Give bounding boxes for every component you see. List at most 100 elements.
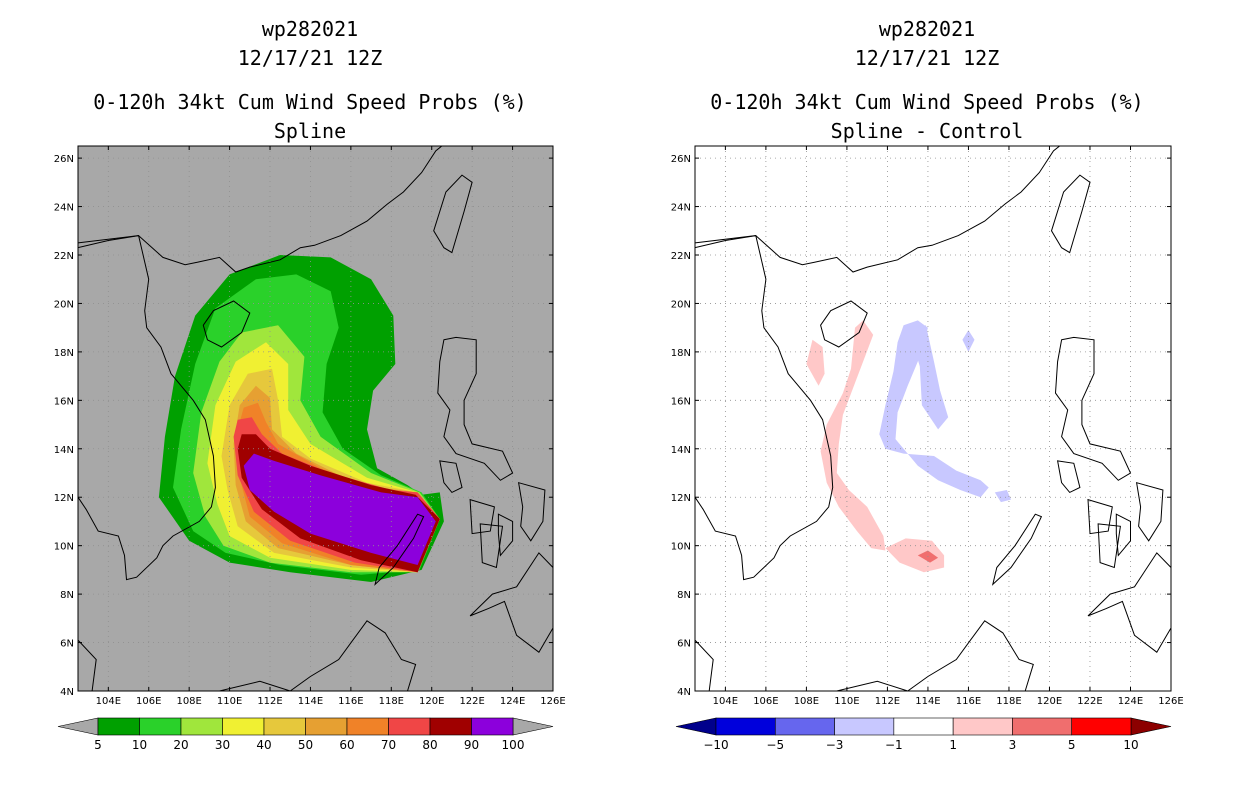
right-x-tick-label-106: 106E: [753, 696, 778, 707]
right-colorbar-label-3: −1: [885, 738, 903, 752]
left-coast-cebu: [497, 513, 514, 557]
right-x-tick-label-116: 116E: [956, 696, 981, 707]
left-map-frame: [77, 145, 554, 692]
right-x-tick-label-108: 108E: [794, 696, 819, 707]
right-contour-1: [806, 339, 825, 386]
right-colorbar-swatch-2: [834, 717, 895, 736]
left-chart-title: 0-120h 34kt Cum Wind Speed Probs (%): [93, 90, 527, 114]
right-y-tick-label-20: 20N: [671, 299, 691, 310]
right-x-tick-label-118: 118E: [996, 696, 1021, 707]
left-colorbar-under-arrow: [57, 717, 99, 736]
left-map-content: [78, 146, 553, 691]
left-colorbar-label-3: 30: [215, 738, 230, 752]
left-x-tick-label-106: 106E: [136, 696, 161, 707]
right-y-tick-label-6: 6N: [677, 639, 691, 650]
right-y-tick-label-22: 22N: [671, 251, 691, 262]
right-colorbar-label-0: −10: [703, 738, 728, 752]
right-coast-taiwan: [1050, 174, 1091, 254]
right-y-tick-label-16: 16N: [671, 396, 691, 407]
right-x-tick-label-112: 112E: [875, 696, 900, 707]
left-colorbar-label-6: 60: [339, 738, 354, 752]
left-chart-subtitle: Spline: [273, 119, 347, 143]
left-x-tick-label-114: 114E: [298, 696, 323, 707]
right-x-tick-label-124: 124E: [1118, 696, 1143, 707]
right-x-tick-label-120: 120E: [1037, 696, 1062, 707]
left-coast-mindanao: [469, 552, 553, 653]
left-coast-vietnam: [78, 235, 216, 581]
left-x-tick-label-108: 108E: [176, 696, 201, 707]
right-colorbar-label-4: 1: [949, 738, 957, 752]
left-coast-samar: [517, 482, 546, 542]
left-colorbar-swatch-0: [97, 717, 140, 736]
left-y-tick-label-8: 8N: [60, 590, 74, 601]
right-y-tick-label-10: 10N: [671, 542, 691, 553]
left-y-tick-label-10: 10N: [54, 542, 74, 553]
right-colorbar: −10 −5 −3 −1 1 3 5 10: [675, 717, 1172, 752]
left-panel-subtitle: 0-120h 34kt Cum Wind Speed Probs (%) Spl…: [60, 88, 560, 146]
left-coast-malaysia: [78, 639, 97, 691]
left-x-tick-label-118: 118E: [379, 696, 404, 707]
left-coast-mainland: [78, 146, 443, 273]
right-y-tick-label-18: 18N: [671, 348, 691, 359]
left-colorbar-over-arrow: [512, 717, 554, 736]
left-y-tick-label-24: 24N: [54, 203, 74, 214]
left-x-tick-label-112: 112E: [257, 696, 282, 707]
left-colorbar-label-1: 10: [132, 738, 147, 752]
right-coast-malaysia: [695, 639, 714, 691]
left-y-tick-label-20: 20N: [54, 299, 74, 310]
left-coast-borneo: [219, 620, 417, 691]
right-y-tick-label-8: 8N: [677, 590, 691, 601]
right-y-tick-label-26: 26N: [671, 154, 691, 165]
left-colorbar-swatch-7: [388, 717, 431, 736]
right-colorbar-swatch-1: [774, 717, 835, 736]
left-x-tick-label-120: 120E: [419, 696, 444, 707]
left-colorbar-swatch-9: [471, 717, 514, 736]
left-colorbar-swatch-8: [429, 717, 472, 736]
left-colorbar-swatch-2: [180, 717, 223, 736]
left-colorbar-label-2: 20: [173, 738, 188, 752]
left-y-tick-label-26: 26N: [54, 154, 74, 165]
left-contour-9: [243, 453, 436, 565]
left-datetime: 12/17/21 12Z: [237, 46, 383, 70]
left-x-tick-label-116: 116E: [338, 696, 363, 707]
right-colorbar-swatch-6: [1071, 717, 1132, 736]
left-storm-id: wp282021: [261, 17, 359, 41]
left-colorbar-label-5: 50: [298, 738, 313, 752]
right-contour-0: [820, 320, 886, 551]
left-coast-palawan: [374, 513, 425, 586]
right-coast-panay: [1087, 498, 1113, 535]
right-colorbar-swatch-3: [893, 717, 954, 736]
right-contour-4: [879, 320, 989, 498]
right-colorbar-label-7: 10: [1123, 738, 1138, 752]
right-datetime: 12/17/21 12Z: [854, 46, 1000, 70]
left-x-tick-label-122: 122E: [459, 696, 484, 707]
right-chart-title: 0-120h 34kt Cum Wind Speed Probs (%): [710, 90, 1144, 114]
right-contour-7: [994, 490, 1011, 503]
left-colorbar-label-0: 5: [94, 738, 102, 752]
right-y-tick-label-4: 4N: [677, 687, 691, 698]
left-x-tick-label-126: 126E: [540, 696, 565, 707]
right-x-tick-label-126: 126E: [1158, 696, 1183, 707]
left-colorbar-swatch-1: [139, 717, 182, 736]
left-y-tick-label-12: 12N: [54, 493, 74, 504]
left-colorbar-label-7: 70: [381, 738, 396, 752]
right-x-tick-label-104: 104E: [713, 696, 738, 707]
right-coast-hainan: [820, 300, 868, 348]
right-x-tick-label-114: 114E: [915, 696, 940, 707]
left-colorbar-label-10: 100: [502, 738, 525, 752]
right-coast-mindoro: [1056, 460, 1081, 494]
right-panel-subtitle: 0-120h 34kt Cum Wind Speed Probs (%) Spl…: [677, 88, 1177, 146]
right-colorbar-over-arrow: [1130, 717, 1172, 736]
left-x-tick-label-104: 104E: [96, 696, 121, 707]
left-colorbar: 5 10 20 30 40 50 60 70 80 90 100: [57, 717, 554, 752]
left-coast-luzon: [437, 336, 514, 481]
left-colorbar-swatch-5: [305, 717, 348, 736]
left-x-tick-label-124: 124E: [500, 696, 525, 707]
left-coast-hainan: [202, 300, 251, 348]
right-map-content: [695, 146, 1171, 691]
right-x-tick-label-122: 122E: [1077, 696, 1102, 707]
left-y-tick-label-4: 4N: [60, 687, 74, 698]
right-map-frame: [694, 145, 1172, 692]
left-y-tick-label-22: 22N: [54, 251, 74, 262]
